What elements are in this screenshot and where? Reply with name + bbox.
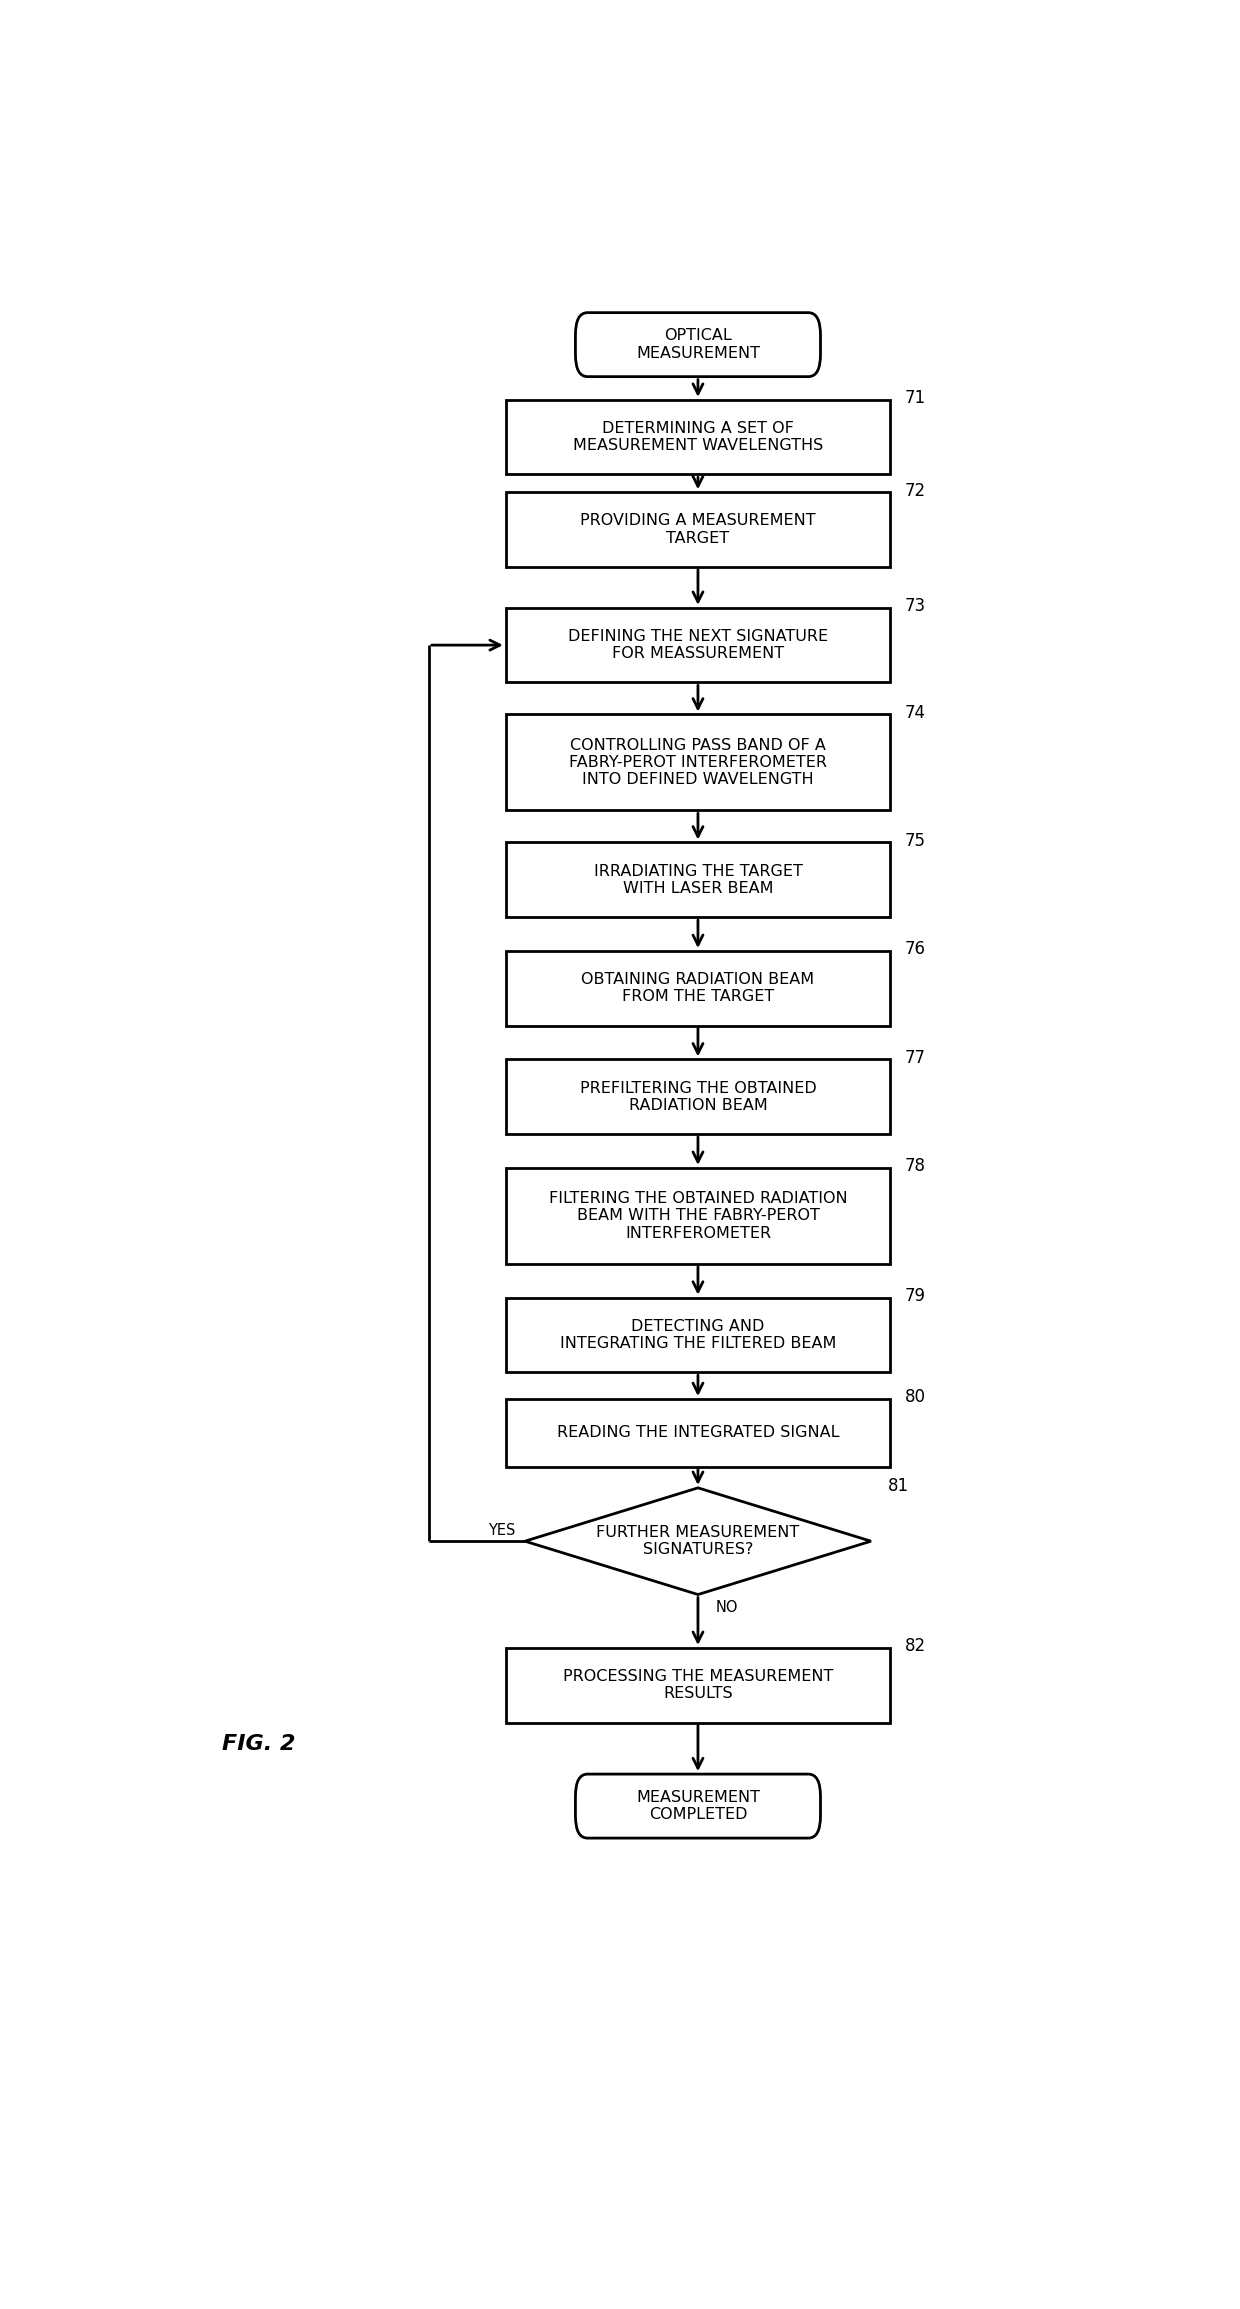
Text: NO: NO: [715, 1600, 738, 1614]
Text: DETERMINING A SET OF
MEASUREMENT WAVELENGTHS: DETERMINING A SET OF MEASUREMENT WAVELEN…: [573, 420, 823, 453]
Bar: [506, 1168, 890, 1263]
Bar: [506, 399, 890, 473]
Bar: [506, 951, 890, 1025]
Bar: [506, 1649, 890, 1723]
Text: OPTICAL
MEASUREMENT: OPTICAL MEASUREMENT: [636, 328, 760, 360]
Text: 77: 77: [904, 1048, 925, 1067]
Bar: [506, 1060, 890, 1134]
Text: PROCESSING THE MEASUREMENT
RESULTS: PROCESSING THE MEASUREMENT RESULTS: [563, 1669, 833, 1702]
Text: 81: 81: [888, 1478, 909, 1496]
Bar: [506, 492, 890, 568]
Text: 74: 74: [904, 704, 925, 723]
Bar: [506, 843, 890, 917]
Text: MEASUREMENT
COMPLETED: MEASUREMENT COMPLETED: [636, 1789, 760, 1822]
Text: DETECTING AND
INTEGRATING THE FILTERED BEAM: DETECTING AND INTEGRATING THE FILTERED B…: [559, 1318, 836, 1351]
Bar: [506, 607, 890, 683]
FancyBboxPatch shape: [575, 312, 821, 376]
Text: PROVIDING A MEASUREMENT
TARGET: PROVIDING A MEASUREMENT TARGET: [580, 513, 816, 545]
Text: DEFINING THE NEXT SIGNATURE
FOR MEASSUREMENT: DEFINING THE NEXT SIGNATURE FOR MEASSURE…: [568, 628, 828, 660]
Text: IRRADIATING THE TARGET
WITH LASER BEAM: IRRADIATING THE TARGET WITH LASER BEAM: [594, 864, 802, 896]
Text: 73: 73: [904, 598, 926, 614]
Text: 72: 72: [904, 483, 926, 499]
Text: 80: 80: [904, 1388, 925, 1406]
Text: PREFILTERING THE OBTAINED
RADIATION BEAM: PREFILTERING THE OBTAINED RADIATION BEAM: [579, 1081, 816, 1113]
Text: 79: 79: [904, 1286, 925, 1305]
Text: FIG. 2: FIG. 2: [222, 1734, 296, 1755]
Bar: [506, 713, 890, 810]
Text: OBTAINING RADIATION BEAM
FROM THE TARGET: OBTAINING RADIATION BEAM FROM THE TARGET: [582, 972, 815, 1004]
Text: 78: 78: [904, 1157, 925, 1175]
FancyBboxPatch shape: [575, 1773, 821, 1838]
Text: 71: 71: [904, 390, 926, 406]
Text: 76: 76: [904, 940, 925, 958]
Text: CONTROLLING PASS BAND OF A
FABRY-PEROT INTERFEROMETER
INTO DEFINED WAVELENGTH: CONTROLLING PASS BAND OF A FABRY-PEROT I…: [569, 737, 827, 787]
Text: YES: YES: [489, 1524, 516, 1538]
Bar: [506, 1298, 890, 1372]
Text: 82: 82: [904, 1637, 926, 1656]
Bar: [506, 1399, 890, 1466]
Polygon shape: [525, 1487, 870, 1596]
Text: FILTERING THE OBTAINED RADIATION
BEAM WITH THE FABRY-PEROT
INTERFEROMETER: FILTERING THE OBTAINED RADIATION BEAM WI…: [548, 1191, 847, 1240]
Text: READING THE INTEGRATED SIGNAL: READING THE INTEGRATED SIGNAL: [557, 1425, 839, 1441]
Text: FURTHER MEASUREMENT
SIGNATURES?: FURTHER MEASUREMENT SIGNATURES?: [596, 1524, 800, 1556]
Text: 75: 75: [904, 831, 925, 850]
